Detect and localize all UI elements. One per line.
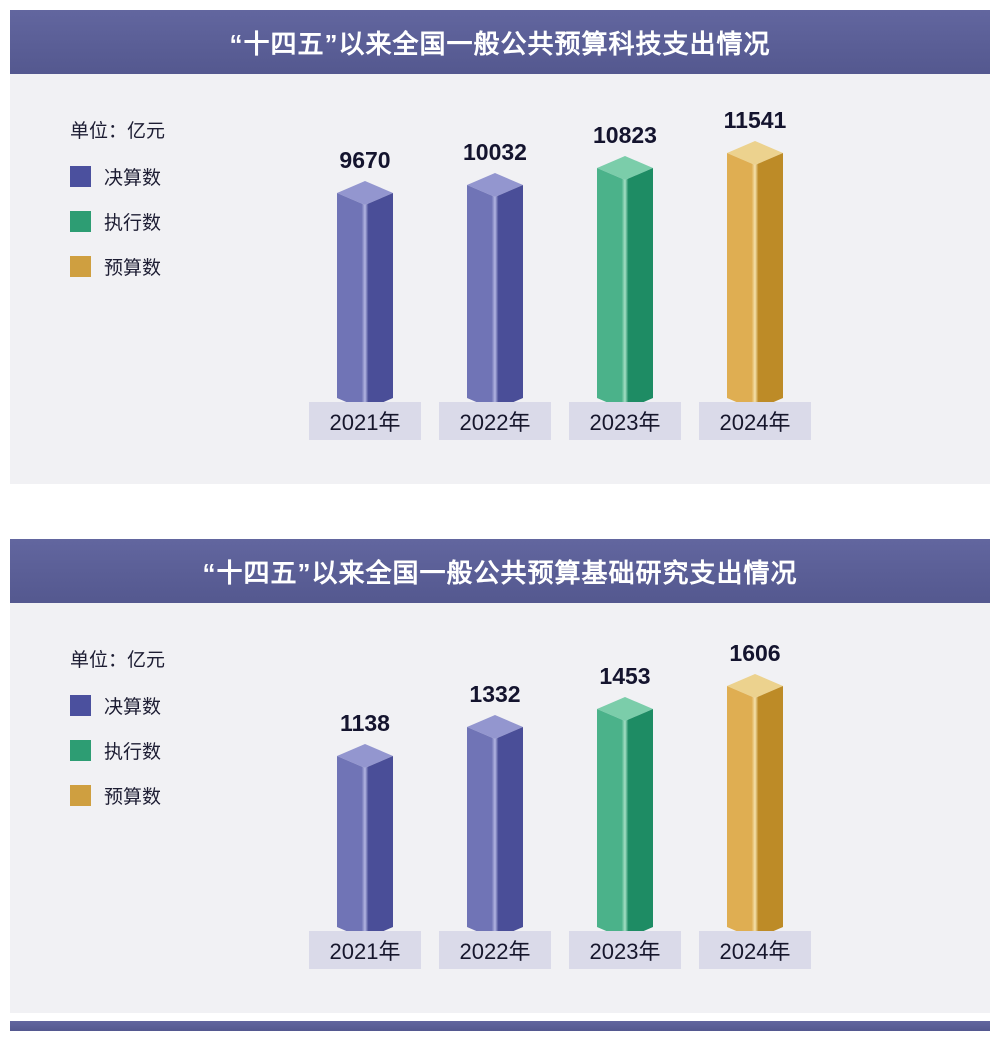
legend: 单位：亿元 决算数 执行数 预算数 xyxy=(70,645,165,827)
bar-front-faces xyxy=(727,686,783,939)
bar-3d-column xyxy=(727,141,783,410)
legend-item-executed: 执行数 xyxy=(70,208,165,235)
bar-front-faces xyxy=(597,709,653,939)
chart-area: 单位：亿元 决算数 执行数 预算数 1138 2021年 1332 2022年 1453… xyxy=(10,603,990,1013)
chart-title: “十四五”以来全国一般公共预算基础研究支出情况 xyxy=(202,557,798,588)
unit-label: 单位：亿元 xyxy=(70,650,166,671)
bar-value-label: 1606 xyxy=(729,640,781,666)
legend-swatch-final xyxy=(70,695,91,716)
legend-item-final: 决算数 xyxy=(70,692,165,719)
bar-value-label: 9670 xyxy=(339,147,391,173)
chart-panel-tech-spending: “十四五”以来全国一般公共预算科技支出情况 单位：亿元 决算数 执行数 预算数 … xyxy=(10,10,990,484)
legend-label-budget: 预算数 xyxy=(104,787,162,808)
legend: 单位：亿元 决算数 执行数 预算数 xyxy=(70,116,165,298)
legend-label-final: 决算数 xyxy=(104,697,162,718)
bar-value-label: 1332 xyxy=(469,681,521,707)
bar-group: 10032 2022年 xyxy=(430,139,560,440)
bar-group: 1332 2022年 xyxy=(430,681,560,969)
category-label: 2024年 xyxy=(699,402,811,440)
category-label: 2021年 xyxy=(309,402,421,440)
category-label: 2024年 xyxy=(699,931,811,969)
legend-item-budget: 预算数 xyxy=(70,782,165,809)
bar-front-faces xyxy=(467,727,523,939)
bar-group: 1606 2024年 xyxy=(690,640,820,969)
legend-label-executed: 执行数 xyxy=(104,742,162,763)
bar-3d-column xyxy=(727,674,783,939)
legend-swatch-final xyxy=(70,166,91,187)
legend-item-budget: 预算数 xyxy=(70,253,165,280)
chart-title-bar: “十四五”以来全国一般公共预算科技支出情况 xyxy=(10,10,990,74)
legend-swatch-budget xyxy=(70,785,91,806)
bar-3d-column xyxy=(337,181,393,410)
legend-label-executed: 执行数 xyxy=(104,213,162,234)
legend-swatch-executed xyxy=(70,211,91,232)
bar-front-faces xyxy=(337,193,393,410)
legend-swatch-executed xyxy=(70,740,91,761)
bar-group: 1138 2021年 xyxy=(300,710,430,969)
bar-front-faces xyxy=(337,756,393,939)
chart-title: “十四五”以来全国一般公共预算科技支出情况 xyxy=(229,28,771,59)
next-panel-header-sliver xyxy=(10,1021,990,1031)
legend-item-final: 决算数 xyxy=(70,163,165,190)
bar-3d-column xyxy=(467,173,523,410)
bar-chart: 9670 2021年 10032 2022年 10823 2023年 11541 2024年 xyxy=(300,107,820,440)
bar-value-label: 1138 xyxy=(340,710,390,736)
bar-group: 10823 2023年 xyxy=(560,122,690,440)
bar-value-label: 11541 xyxy=(723,107,787,133)
chart-panel-basic-research-spending: “十四五”以来全国一般公共预算基础研究支出情况 单位：亿元 决算数 执行数 预算… xyxy=(10,539,990,1013)
category-label: 2023年 xyxy=(569,402,681,440)
category-label: 2021年 xyxy=(309,931,421,969)
bar-chart: 1138 2021年 1332 2022年 1453 2023年 1606 2024年 xyxy=(300,640,820,969)
bar-value-label: 10032 xyxy=(463,139,527,165)
bar-front-faces xyxy=(467,185,523,410)
bar-group: 11541 2024年 xyxy=(690,107,820,440)
bar-value-label: 10823 xyxy=(593,122,657,148)
legend-swatch-budget xyxy=(70,256,91,277)
bar-front-faces xyxy=(597,168,653,410)
bar-3d-column xyxy=(467,715,523,939)
bar-front-faces xyxy=(727,153,783,410)
chart-area: 单位：亿元 决算数 执行数 预算数 9670 2021年 10032 2022年 108… xyxy=(10,74,990,484)
legend-label-final: 决算数 xyxy=(104,168,162,189)
category-label: 2022年 xyxy=(439,402,551,440)
bar-value-label: 1453 xyxy=(599,663,651,689)
legend-item-executed: 执行数 xyxy=(70,737,165,764)
bar-3d-column xyxy=(337,744,393,939)
chart-title-bar: “十四五”以来全国一般公共预算基础研究支出情况 xyxy=(10,539,990,603)
category-label: 2022年 xyxy=(439,931,551,969)
unit-label: 单位：亿元 xyxy=(70,121,166,142)
category-label: 2023年 xyxy=(569,931,681,969)
bar-group: 1453 2023年 xyxy=(560,663,690,969)
legend-label-budget: 预算数 xyxy=(104,258,162,279)
bar-3d-column xyxy=(597,697,653,939)
bar-3d-column xyxy=(597,156,653,410)
bar-group: 9670 2021年 xyxy=(300,147,430,440)
